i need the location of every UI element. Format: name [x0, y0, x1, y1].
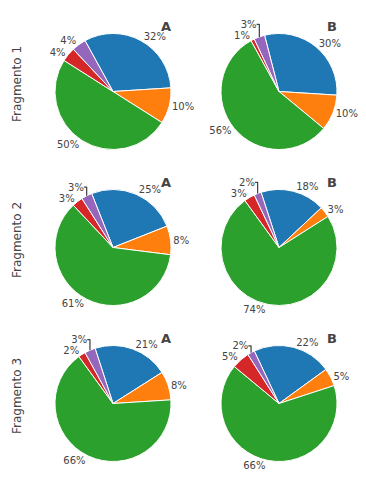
svg-text:74%: 74%	[243, 304, 265, 315]
svg-text:B: B	[327, 331, 337, 346]
svg-text:3%: 3%	[241, 19, 257, 30]
svg-text:Fragmento 1: Fragmento 1	[10, 46, 24, 122]
svg-text:21%: 21%	[135, 339, 157, 350]
svg-text:4%: 4%	[50, 47, 66, 58]
svg-text:50%: 50%	[57, 139, 79, 150]
svg-text:5%: 5%	[333, 371, 349, 382]
svg-text:1%: 1%	[234, 30, 250, 41]
svg-text:66%: 66%	[243, 460, 265, 471]
svg-text:10%: 10%	[172, 101, 194, 112]
svg-text:3%: 3%	[231, 188, 247, 199]
svg-text:Fragmento 3: Fragmento 3	[10, 358, 24, 434]
svg-text:A: A	[161, 331, 171, 346]
svg-text:10%: 10%	[336, 108, 358, 119]
svg-text:22%: 22%	[296, 337, 318, 348]
svg-text:2%: 2%	[63, 345, 79, 356]
svg-text:B: B	[327, 19, 337, 34]
svg-text:5%: 5%	[222, 351, 238, 362]
svg-text:2%: 2%	[239, 177, 255, 188]
svg-text:66%: 66%	[63, 455, 85, 466]
svg-text:B: B	[327, 175, 337, 190]
svg-text:25%: 25%	[139, 184, 161, 195]
svg-text:2%: 2%	[232, 340, 248, 351]
svg-text:3%: 3%	[328, 204, 344, 215]
svg-text:32%: 32%	[144, 31, 166, 42]
svg-text:4%: 4%	[60, 35, 76, 46]
svg-text:56%: 56%	[209, 125, 231, 136]
svg-text:A: A	[161, 19, 171, 34]
svg-text:A: A	[161, 175, 171, 190]
svg-text:8%: 8%	[173, 235, 189, 246]
svg-text:61%: 61%	[62, 298, 84, 309]
svg-text:8%: 8%	[171, 380, 187, 391]
svg-text:3%: 3%	[59, 193, 75, 204]
svg-text:30%: 30%	[319, 38, 341, 49]
svg-text:3%: 3%	[68, 182, 84, 193]
svg-text:3%: 3%	[71, 334, 87, 345]
svg-text:18%: 18%	[296, 181, 318, 192]
svg-text:Fragmento 2: Fragmento 2	[10, 202, 24, 278]
